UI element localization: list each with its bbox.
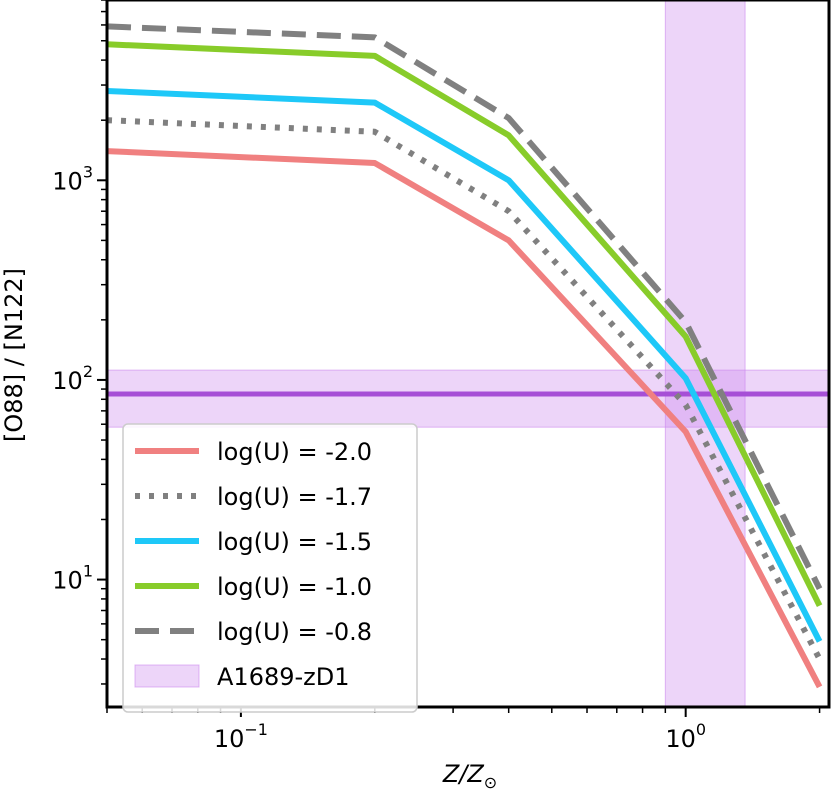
y-tick-label-0: 101 [52,562,93,595]
legend-label-observation: A1689-zD1 [217,663,350,691]
series-line-2 [106,88,823,643]
observation-ratio-band [106,369,830,428]
series-line-3 [106,41,823,608]
legend-box [122,423,418,713]
legend-swatch-observation [134,664,200,688]
legend-label-1: log(U) = -1.7 [217,483,372,511]
x-tick-label-1: 100 [665,720,706,753]
legend-label-4: log(U) = -0.8 [217,618,372,646]
y-tick-label-1: 102 [52,362,93,395]
legend-label-0: log(U) = -2.0 [217,438,372,466]
series-line-1 [106,117,823,661]
plot-frame [105,0,831,709]
x-axis-label: Z/Z⊙ [442,760,497,791]
y-axis-label: [O88] / [N122] [0,268,28,442]
x-tick-label-0: 10−1 [214,720,268,753]
series-lines [106,23,823,689]
axis-ticks: 10−1 100 101 102 103 [52,0,821,753]
series-line-4 [106,23,823,591]
legend-label-2: log(U) = -1.5 [217,528,372,556]
legend-label-3: log(U) = -1.0 [217,573,372,601]
observation-z-band [664,0,746,708]
legend: log(U) = -2.0 log(U) = -1.7 log(U) = -1.5 l… [122,423,418,713]
y-tick-label-2: 103 [52,162,93,195]
series-line-0 [106,148,823,689]
